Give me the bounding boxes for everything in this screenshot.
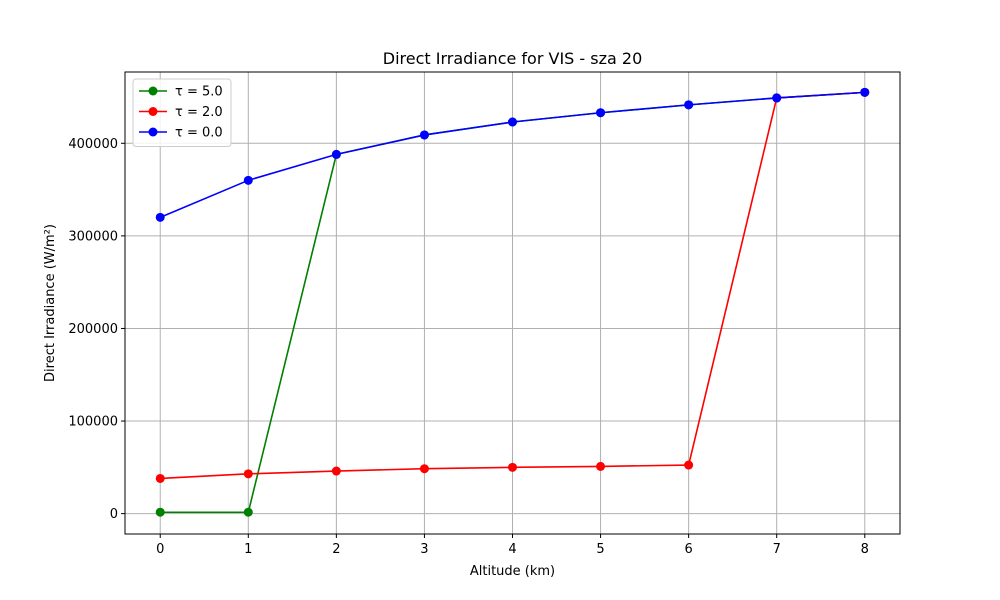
x-tick-label: 4 bbox=[508, 542, 516, 557]
series-layer bbox=[155, 87, 870, 517]
data-point bbox=[243, 175, 253, 185]
legend-label: τ = 5.0 bbox=[175, 85, 223, 100]
x-tick-label: 1 bbox=[244, 542, 252, 557]
legend-marker bbox=[148, 86, 158, 96]
legend-marker bbox=[148, 107, 158, 116]
y-axis: 0 100000 200000 300000 400000 bbox=[68, 137, 125, 522]
chart-title: Direct Irradiance for VIS - sza 20 bbox=[383, 49, 643, 68]
legend-entry: τ = 2.0 bbox=[139, 105, 223, 120]
data-point bbox=[596, 461, 606, 471]
data-point bbox=[508, 117, 517, 127]
data-point bbox=[155, 473, 165, 483]
x-axis-label: Altitude (km) bbox=[470, 564, 555, 579]
x-tick-label: 7 bbox=[773, 542, 781, 557]
x-axis: 0 1 2 3 4 5 6 7 8 bbox=[156, 534, 869, 557]
data-point bbox=[243, 507, 253, 517]
data-point bbox=[331, 149, 341, 159]
data-point bbox=[155, 507, 165, 517]
data-point bbox=[419, 464, 429, 474]
x-tick-label: 6 bbox=[684, 542, 692, 557]
y-tick-label: 200000 bbox=[68, 322, 118, 337]
legend-entry: τ = 0.0 bbox=[139, 126, 223, 141]
x-tick-label: 8 bbox=[861, 542, 869, 557]
x-tick-label: 0 bbox=[156, 542, 164, 557]
data-point bbox=[155, 212, 165, 222]
y-tick-label: 300000 bbox=[68, 229, 118, 244]
legend-label: τ = 2.0 bbox=[175, 105, 223, 120]
legend-box bbox=[132, 78, 232, 147]
data-point bbox=[860, 87, 870, 97]
x-tick-label: 3 bbox=[420, 542, 428, 557]
data-point bbox=[596, 108, 606, 118]
data-point bbox=[684, 460, 694, 470]
legend: τ = 5.0 τ = 2.0 τ = 0.0 bbox=[132, 78, 232, 147]
data-point bbox=[419, 130, 429, 140]
y-tick-label: 100000 bbox=[68, 415, 118, 430]
y-tick-label: 400000 bbox=[68, 137, 118, 152]
y-tick-label: 0 bbox=[110, 507, 118, 522]
data-point bbox=[243, 469, 253, 479]
x-tick-label: 5 bbox=[596, 542, 604, 557]
data-point bbox=[508, 462, 517, 472]
legend-marker bbox=[148, 127, 158, 137]
series-2 bbox=[155, 87, 870, 222]
grid bbox=[125, 72, 900, 534]
x-tick-label: 2 bbox=[332, 542, 340, 557]
data-point bbox=[331, 466, 341, 476]
legend-entry: τ = 5.0 bbox=[139, 85, 223, 100]
legend-label: τ = 0.0 bbox=[175, 126, 223, 141]
data-point bbox=[772, 93, 782, 103]
data-point bbox=[684, 100, 694, 110]
y-axis-label: Direct Irradiance (W/m²) bbox=[43, 224, 58, 382]
